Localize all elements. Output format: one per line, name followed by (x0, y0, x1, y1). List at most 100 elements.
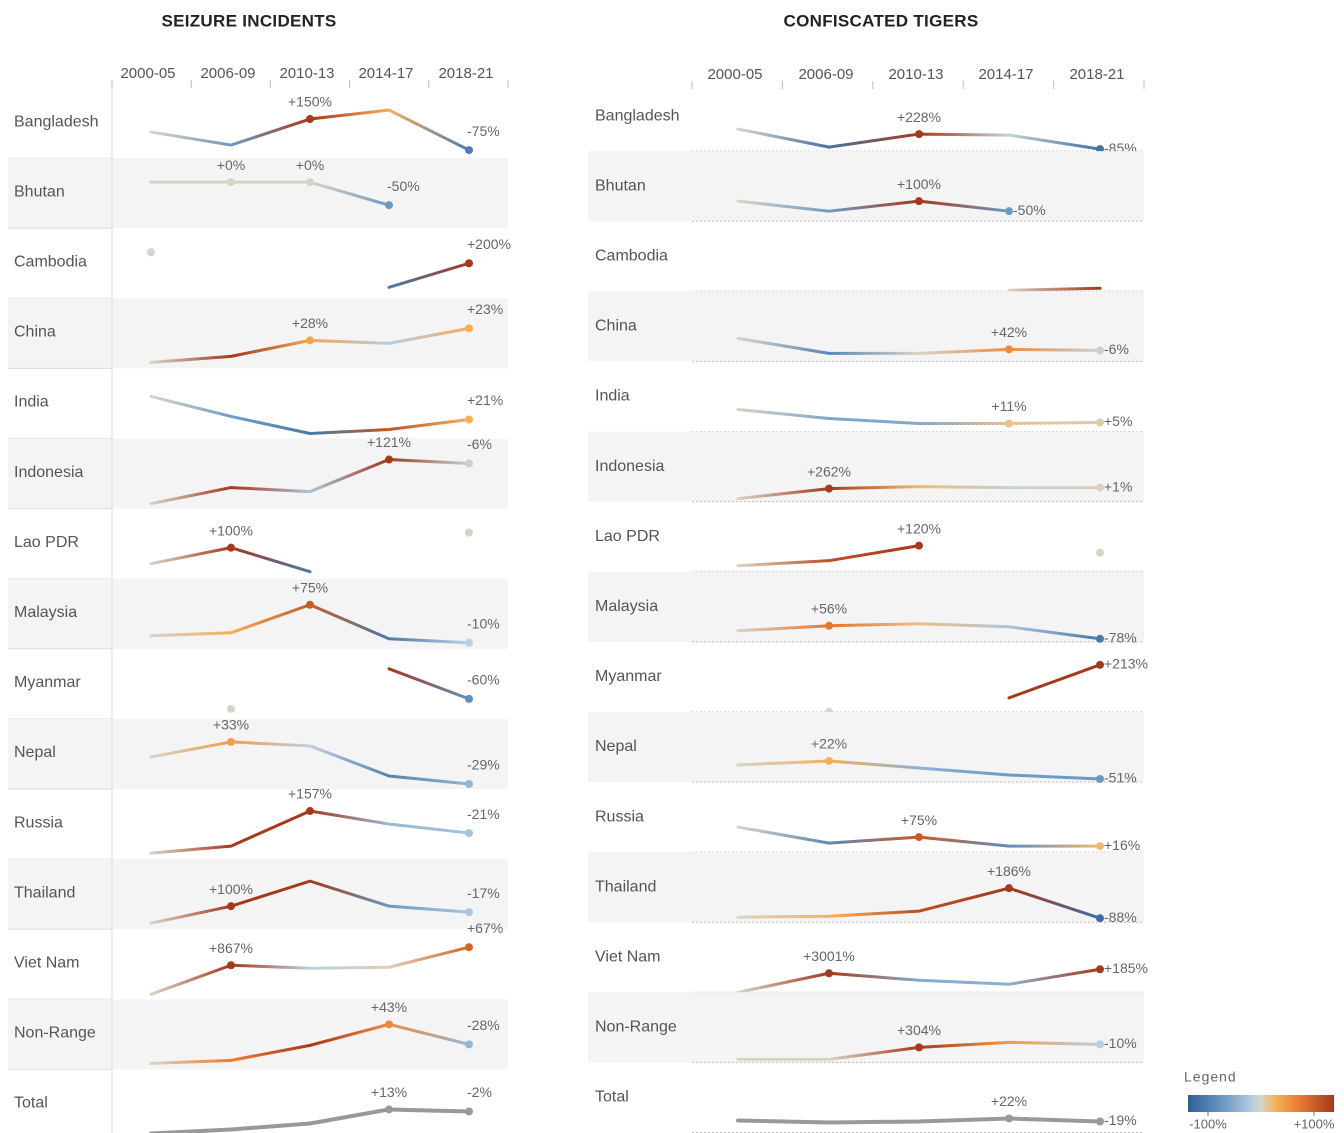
change-label: +42% (991, 324, 1027, 340)
change-label: -78% (1104, 629, 1137, 645)
column-header: 2014-17 (358, 65, 413, 82)
trend-line (149, 1107, 471, 1133)
row-name: China (595, 318, 637, 335)
change-point (825, 484, 833, 493)
change-point (1096, 914, 1104, 923)
trend-line (149, 458, 471, 506)
trend-line (387, 261, 471, 289)
change-label: +867% (209, 940, 253, 956)
change-label: +157% (288, 786, 332, 802)
change-point (1096, 418, 1104, 427)
row-name: China (14, 324, 56, 341)
change-point (465, 1040, 473, 1049)
trend-line (1007, 663, 1102, 700)
change-label: -51% (1104, 770, 1137, 786)
legend-bar (1188, 1095, 1334, 1112)
change-point (825, 756, 833, 765)
change-point (227, 961, 235, 970)
change-label: +121% (367, 434, 411, 450)
change-point (1005, 884, 1013, 893)
change-point (465, 415, 473, 424)
row-band (8, 718, 508, 789)
row-name: Total (595, 1089, 629, 1106)
change-label: +186% (987, 863, 1031, 879)
change-label: -21% (467, 806, 500, 822)
change-label: -50% (1013, 202, 1046, 218)
change-label: -17% (467, 885, 500, 901)
change-point (385, 1020, 393, 1029)
trend-line (149, 1022, 471, 1065)
lone-point (1096, 548, 1104, 557)
trend-line (149, 180, 391, 207)
row-name: Viet Nam (14, 954, 80, 971)
change-point (465, 829, 473, 838)
change-label: +200% (467, 236, 511, 252)
change-point (915, 1043, 923, 1052)
change-label: +100% (209, 881, 253, 897)
trend-line (387, 667, 471, 701)
trend-line (736, 886, 1102, 920)
change-label: +56% (811, 600, 847, 616)
change-point (306, 115, 314, 124)
change-point (1096, 660, 1104, 669)
change-point (465, 908, 473, 917)
row-name: Malaysia (14, 604, 77, 621)
trend-line (736, 336, 1102, 355)
trend-line (736, 407, 1102, 425)
change-point (465, 146, 473, 155)
row-name: Indonesia (14, 464, 83, 481)
row-name: Bangladesh (14, 113, 99, 130)
row-name: Myanmar (14, 674, 81, 691)
trend-line (149, 394, 471, 435)
change-label: +185% (1104, 960, 1148, 976)
change-label: +33% (213, 717, 249, 733)
row-band (588, 431, 1144, 502)
row-name: Cambodia (595, 247, 668, 264)
change-point (825, 621, 833, 630)
column-header: 2006-09 (798, 66, 853, 83)
change-point (465, 694, 473, 703)
column-header: 2014-17 (978, 66, 1033, 83)
change-label: +228% (897, 109, 941, 125)
trend-line (736, 759, 1102, 781)
change-label: -60% (467, 672, 500, 688)
change-point (385, 201, 393, 210)
column-header: 2018-21 (438, 65, 493, 82)
row-name: Malaysia (595, 598, 658, 615)
row-name: Russia (14, 814, 63, 831)
change-point (1096, 1040, 1104, 1049)
change-point (1005, 345, 1013, 354)
change-label: +21% (467, 392, 503, 408)
change-label: +22% (811, 736, 847, 752)
change-point (385, 1105, 393, 1114)
change-label: +22% (991, 1093, 1027, 1109)
row-name: India (595, 388, 630, 405)
row-band (588, 992, 1144, 1063)
change-point (306, 807, 314, 816)
change-point (1005, 419, 1013, 428)
row-band (8, 859, 508, 930)
change-label: +120% (897, 520, 941, 536)
row-name: Lao PDR (14, 534, 79, 551)
change-point (465, 638, 473, 647)
lone-point (465, 528, 473, 537)
change-point (915, 197, 923, 206)
row-band (588, 711, 1144, 782)
column-header: 2006-09 (200, 65, 255, 82)
change-point (465, 459, 473, 468)
change-label: +28% (292, 315, 328, 331)
row-name: Bhutan (14, 183, 65, 200)
change-point (306, 600, 314, 609)
change-point (1096, 774, 1104, 783)
change-point (1096, 965, 1104, 974)
row-band (8, 298, 508, 369)
row-name: Russia (595, 808, 644, 825)
trend-line (736, 485, 1102, 501)
change-label: +262% (807, 463, 851, 479)
change-label: +67% (467, 920, 503, 936)
row-name: India (14, 394, 49, 411)
row-name: Bhutan (595, 177, 646, 194)
trend-line (149, 740, 471, 786)
change-label: -2% (467, 1084, 492, 1100)
